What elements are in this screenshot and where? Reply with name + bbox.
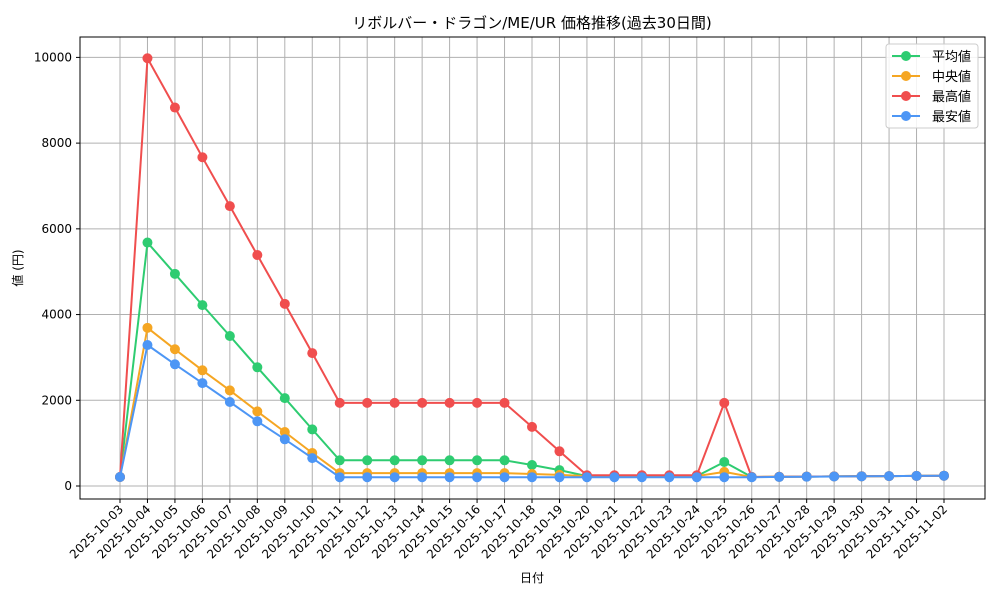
data-point [719,456,730,467]
data-point [856,471,867,482]
data-point [224,330,235,341]
y-tick-label: 4000 [41,308,72,322]
data-point [417,397,428,408]
y-tick-label: 6000 [41,222,72,236]
legend-item: 最高値 [892,89,971,105]
data-point [252,406,263,417]
y-tick-label: 2000 [41,393,72,407]
data-point [884,471,895,482]
data-point [334,455,345,466]
data-point [801,471,812,482]
data-point [527,421,537,432]
data-point [252,362,263,373]
data-point [224,201,235,212]
data-point [417,455,428,466]
data-point [169,268,180,279]
data-point [691,472,702,483]
data-point [472,455,483,466]
data-point [197,152,208,163]
data-point [307,348,318,359]
data-point [224,385,235,396]
data-point [334,472,345,483]
data-point [829,471,840,482]
data-point [554,446,565,457]
data-point [307,424,318,435]
data-point [472,397,483,408]
data-point [527,472,537,483]
legend-marker-icon [901,71,911,81]
y-tick-label: 0 [64,479,72,493]
data-point [499,455,510,466]
legend-label: 最高値 [932,89,971,105]
data-point [334,397,345,408]
data-point [719,472,730,483]
data-point [362,472,373,483]
data-point [169,359,180,370]
data-point [362,397,373,408]
data-point [389,472,400,483]
legend-marker-icon [901,51,911,61]
legend-label: 最安値 [932,109,971,125]
y-axis-label: 値 (円) [10,249,25,286]
y-axis-ticks: 0 2000 4000 6000 8000 10000 [34,50,80,493]
legend-label: 平均値 [932,49,971,65]
legend-label: 中央値 [932,69,971,85]
data-point [444,455,455,466]
legend-marker-icon [901,111,911,121]
x-axis-label: 日付 [520,571,544,585]
data-point [307,453,318,464]
grid-lines [80,37,985,499]
data-point [389,455,400,466]
y-tick-label: 10000 [34,50,72,64]
series-layer [115,53,949,483]
data-point [499,397,510,408]
data-point [911,470,922,481]
data-point [197,378,208,389]
data-point [527,459,537,470]
data-point [472,472,483,483]
data-point [554,472,565,483]
legend-item: 平均値 [892,49,971,65]
series-3 [115,339,949,483]
data-point [719,397,730,408]
data-point [444,472,455,483]
data-point [169,102,180,113]
legend-item: 中央値 [892,69,971,85]
data-point [142,237,153,248]
data-point [362,455,373,466]
legend-item: 最安値 [892,109,971,125]
data-point [169,344,180,355]
data-point [939,470,949,481]
data-point [197,365,208,376]
data-point [142,339,153,350]
data-point [417,472,428,483]
data-point [279,393,290,404]
data-point [581,472,592,483]
data-point [746,472,757,483]
data-point [252,416,263,427]
legend-box [885,43,979,129]
y-tick-label: 8000 [41,136,72,150]
data-point [115,471,125,482]
data-point [279,434,290,445]
data-point [224,396,235,407]
data-point [389,397,400,408]
data-point [252,249,263,260]
data-point [636,472,647,483]
data-point [279,298,290,309]
data-point [609,472,620,483]
data-point [774,471,785,482]
data-point [142,322,153,333]
chart-title: リボルバー・ドラゴン/ME/UR 価格推移(過去30日間) [352,14,712,32]
data-point [279,426,290,437]
data-point [499,472,510,483]
data-point [444,397,455,408]
legend-marker-icon [901,91,911,101]
data-point [142,53,153,64]
data-point [664,472,675,483]
data-point [197,300,208,311]
